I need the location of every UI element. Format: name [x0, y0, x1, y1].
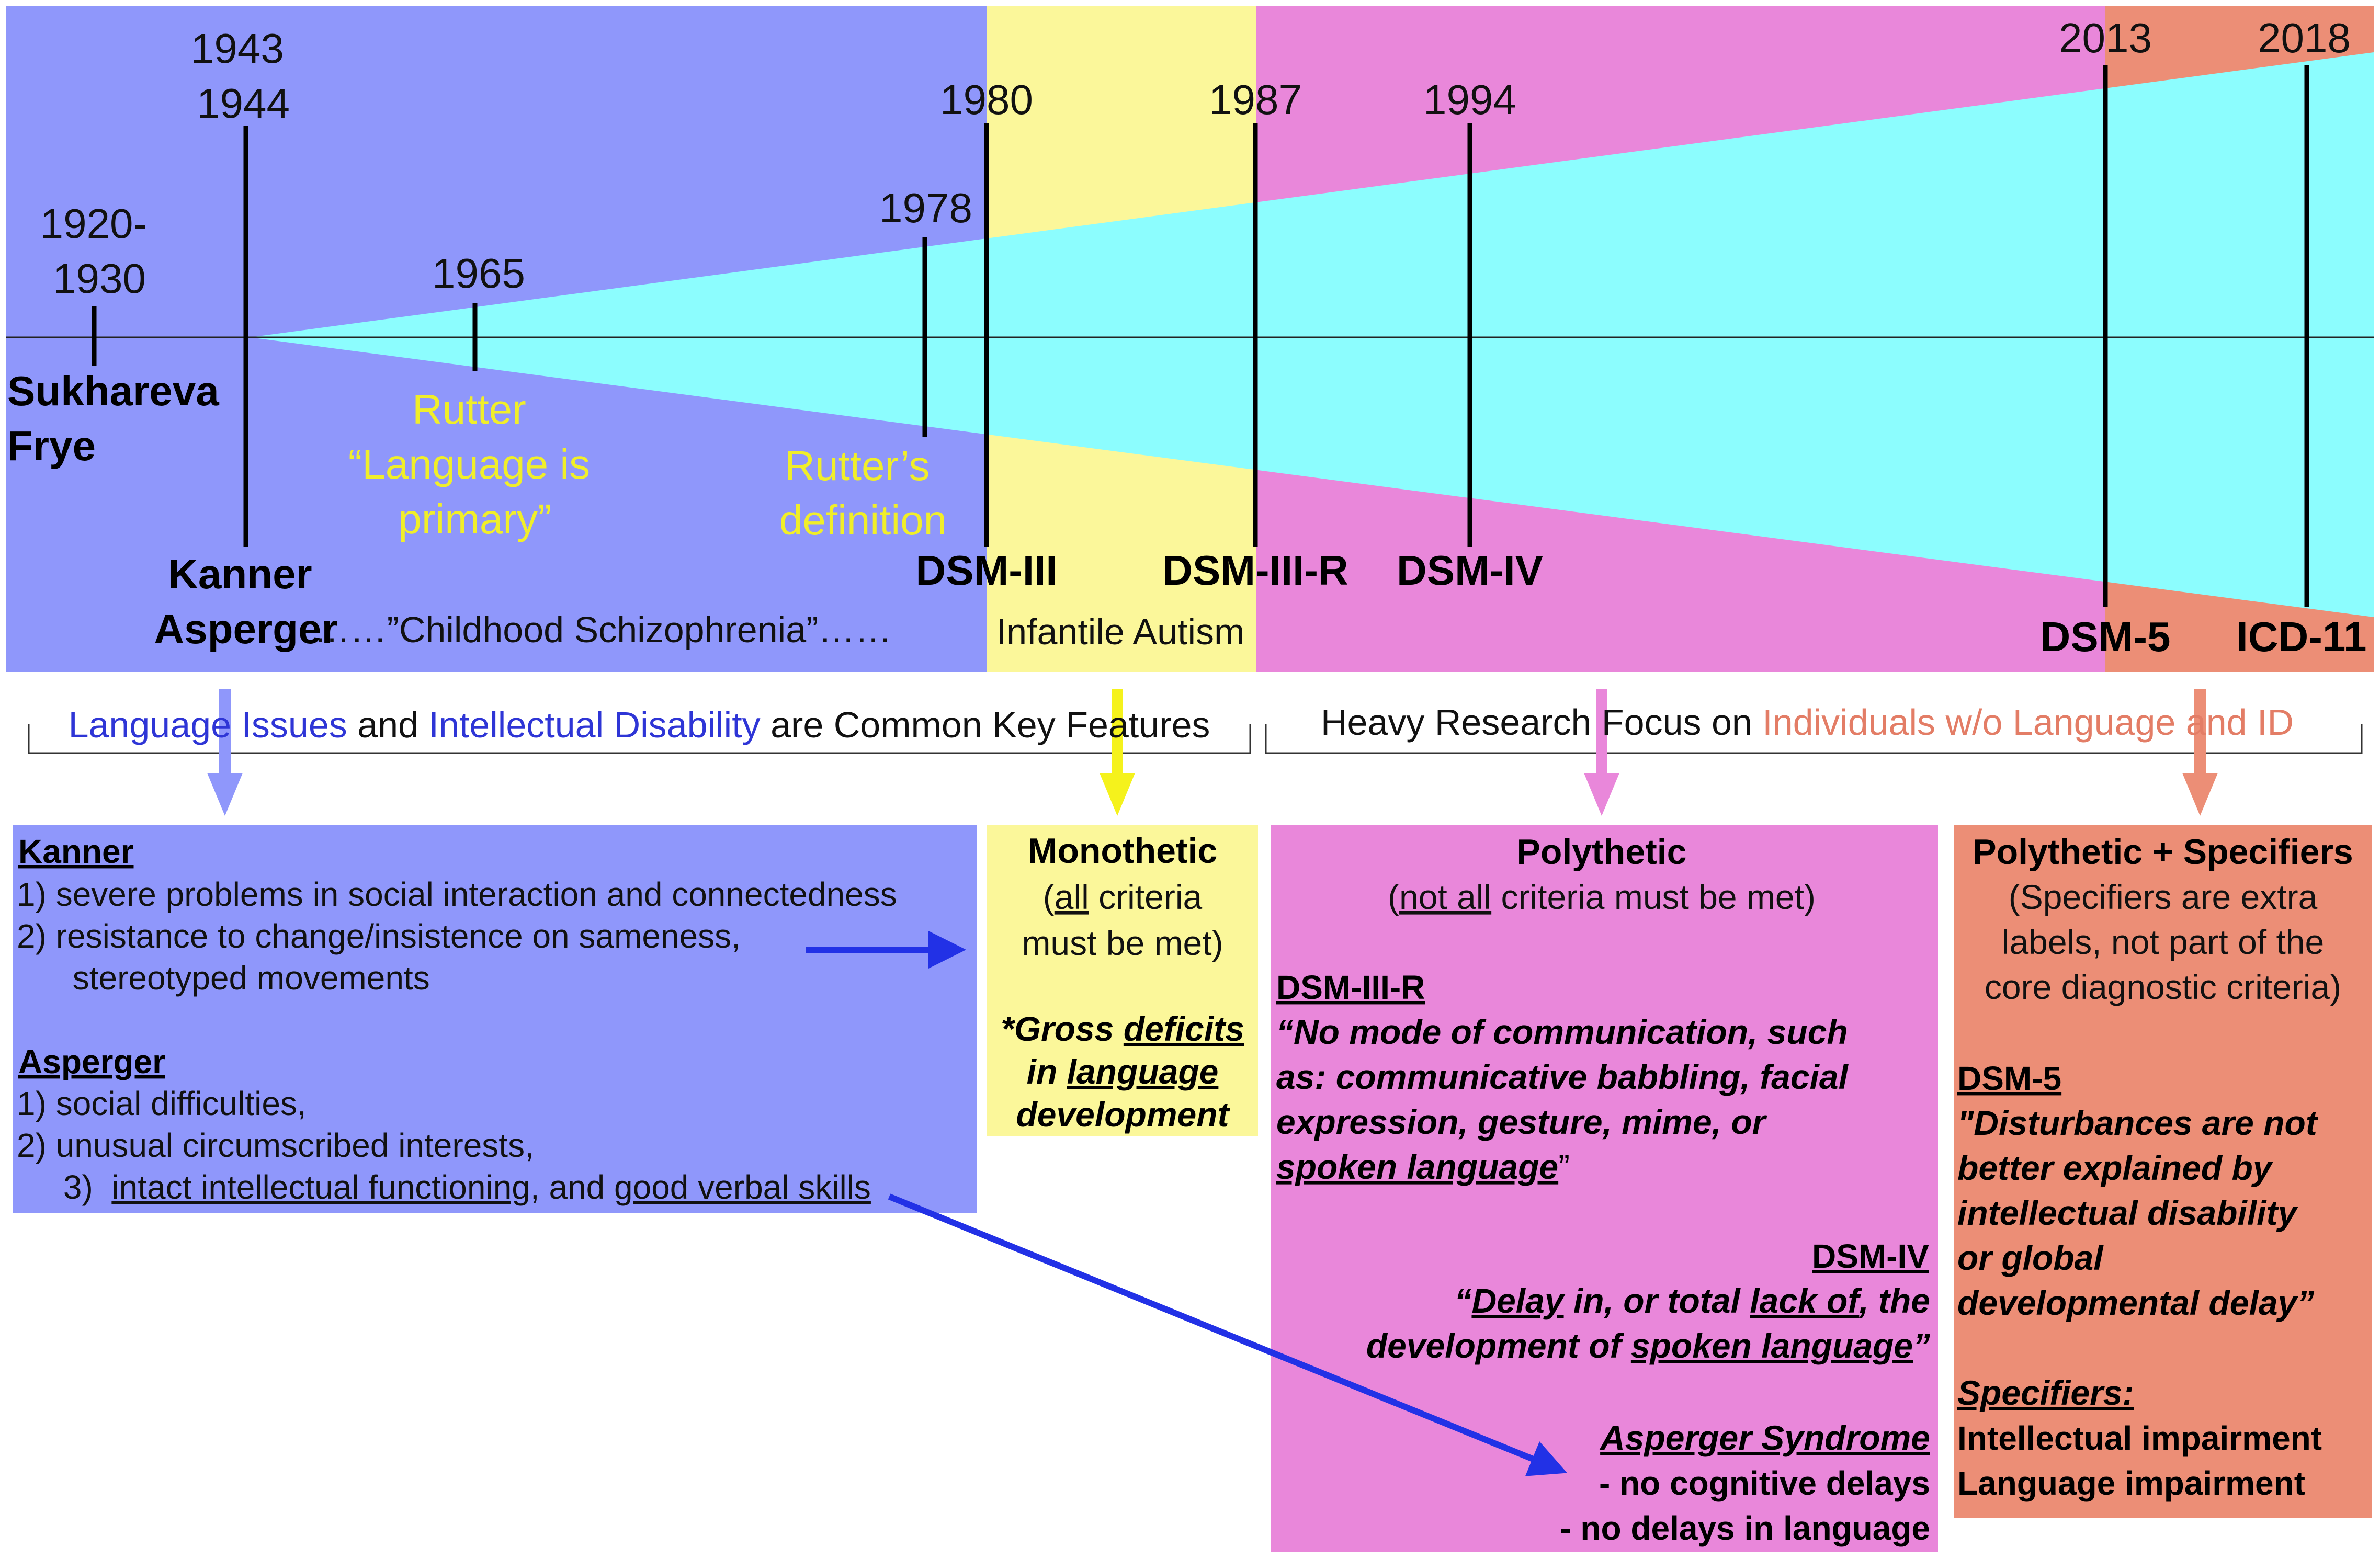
era-childhood-schizophrenia: ……”Childhood Schizophrenia”……	[314, 609, 892, 650]
box-monothetic	[987, 825, 1258, 1136]
polythetic-sub: (not all criteria must be met)	[1388, 878, 1816, 916]
box-polythetic	[1271, 825, 1938, 1552]
band-common-key-features: Language Issues and Intellectual Disabil…	[69, 704, 1210, 745]
asperger-item-2: 2) unusual circumscribed interests,	[17, 1126, 534, 1164]
box-specifiers	[1954, 825, 2372, 1518]
specifiers-label: Specifiers:	[1957, 1373, 2134, 1412]
specifiers-dsm5-quote-3: intellectual disability	[1957, 1193, 2298, 1232]
bracket-right	[1265, 724, 2363, 754]
label-dsm-5: DSM-5	[2041, 613, 2171, 660]
year-1994: 1994	[1423, 76, 1516, 123]
year-1965: 1965	[432, 250, 525, 297]
year-1920-1930: 1920- 1930	[40, 200, 159, 302]
kanner-item-2-cont: stereotyped movements	[17, 959, 430, 997]
specifiers-dsm5-label: DSM-5	[1957, 1060, 2061, 1097]
specifiers-title: Polythetic + Specifiers	[1973, 832, 2353, 872]
specifiers-dsm5-quote-1: "Disturbances are not	[1957, 1103, 2319, 1142]
specifiers-sub-2: labels, not part of the	[2002, 923, 2324, 961]
polythetic-dsm-iii-r-quote-3: expression, gesture, mime, or	[1276, 1102, 1767, 1141]
down-arrow-pink	[1584, 689, 1619, 816]
down-arrow-yellow	[1100, 689, 1135, 816]
arrow-asperger-to-asperger-syndrome	[888, 1193, 1568, 1476]
monothetic-criterion-1: *Gross deficits	[1001, 1009, 1244, 1048]
specifiers-sub-3: core diagnostic criteria)	[1985, 968, 2341, 1006]
year-2018: 2018	[2258, 15, 2351, 61]
polythetic-asperger-label: Asperger Syndrome	[1599, 1418, 1930, 1457]
polythetic-dsm-iii-r-quote-1: “No mode of communication, such	[1276, 1012, 1848, 1051]
label-sukhareva-frye: Sukhareva Frye	[7, 368, 231, 469]
era-infantile-autism: Infantile Autism	[996, 611, 1245, 652]
label-icd-11: ICD-11	[2237, 613, 2367, 660]
monothetic-criterion-2: in language	[1027, 1052, 1219, 1091]
box-kanner-asperger	[13, 825, 977, 1213]
specifiers-item-1: Intellectual impairment	[1957, 1419, 2322, 1457]
polythetic-dsm-iii-r-label: DSM-III-R	[1276, 969, 1425, 1006]
polythetic-dsm-iv-quote-1: “Delay in, or total lack of, the	[1454, 1281, 1930, 1320]
down-arrow-salmon	[2182, 689, 2218, 816]
down-arrow-blue	[207, 689, 243, 816]
polythetic-dsm-iii-r-quote-4: spoken language”	[1276, 1147, 1570, 1186]
year-1987: 1987	[1209, 76, 1302, 123]
kanner-title: Kanner	[18, 833, 134, 870]
polythetic-dsm-iv-label: DSM-IV	[1812, 1237, 1929, 1275]
monothetic-title: Monothetic	[1028, 831, 1218, 871]
asperger-title: Asperger	[18, 1043, 165, 1080]
specifiers-dsm5-quote-4: or global	[1957, 1238, 2104, 1277]
specifiers-item-2: Language impairment	[1957, 1464, 2305, 1502]
label-dsm-iii: DSM-III	[915, 547, 1057, 594]
band-research-focus: Heavy Research Focus on Individuals w/o …	[1321, 702, 2294, 743]
year-1980: 1980	[940, 76, 1033, 123]
polythetic-title: Polythetic	[1517, 832, 1687, 872]
label-kanner-asperger: Kanner Asperger	[154, 551, 337, 652]
asperger-item-3: 3) intact intellectual functioning, and …	[17, 1168, 899, 1206]
label-dsm-iv: DSM-IV	[1397, 547, 1543, 594]
polythetic-asperger-item-2: - no delays in language	[1560, 1509, 1930, 1547]
diagnosis-spectrum-wedge	[250, 52, 2374, 617]
year-1978: 1978	[879, 185, 972, 231]
monothetic-sub-2: must be met)	[1022, 924, 1223, 962]
bracket-left	[28, 724, 1251, 754]
year-1943-1944: 1943 1944	[191, 25, 296, 127]
polythetic-dsm-iii-r-quote-2: as: communicative babbling, facial	[1276, 1057, 1849, 1096]
note-rutter-definition: Rutter’s definition	[779, 442, 947, 543]
specifiers-dsm5-quote-5: developmental delay”	[1957, 1283, 2314, 1322]
year-2013: 2013	[2059, 15, 2152, 61]
note-rutter-language-primary: Rutter “Language is primary”	[348, 386, 602, 542]
specifiers-dsm5-quote-2: better explained by	[1957, 1148, 2274, 1187]
specifiers-sub-1: (Specifiers are extra	[2009, 878, 2318, 916]
polythetic-dsm-iv-quote-2: development of spoken language”	[1366, 1326, 1930, 1365]
kanner-item-1: 1) severe problems in social interaction…	[17, 875, 897, 913]
asperger-item-1: 1) social difficulties,	[17, 1085, 307, 1122]
polythetic-asperger-item-1: - no cognitive delays	[1599, 1464, 1930, 1502]
kanner-item-2: 2) resistance to change/insistence on sa…	[17, 917, 741, 955]
monothetic-criterion-3: development	[1016, 1095, 1230, 1134]
label-dsm-iii-r: DSM-III-R	[1162, 547, 1348, 594]
monothetic-sub-1: (all criteria	[1043, 878, 1203, 916]
